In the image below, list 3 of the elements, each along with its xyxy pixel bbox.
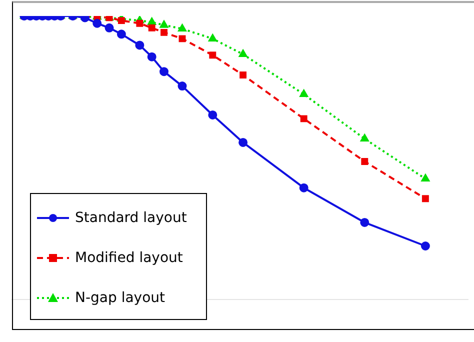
legend-label: Modified layout [75, 250, 183, 266]
legend-label: N-gap layout [75, 290, 166, 306]
legend-label: Standard layout [75, 210, 187, 226]
